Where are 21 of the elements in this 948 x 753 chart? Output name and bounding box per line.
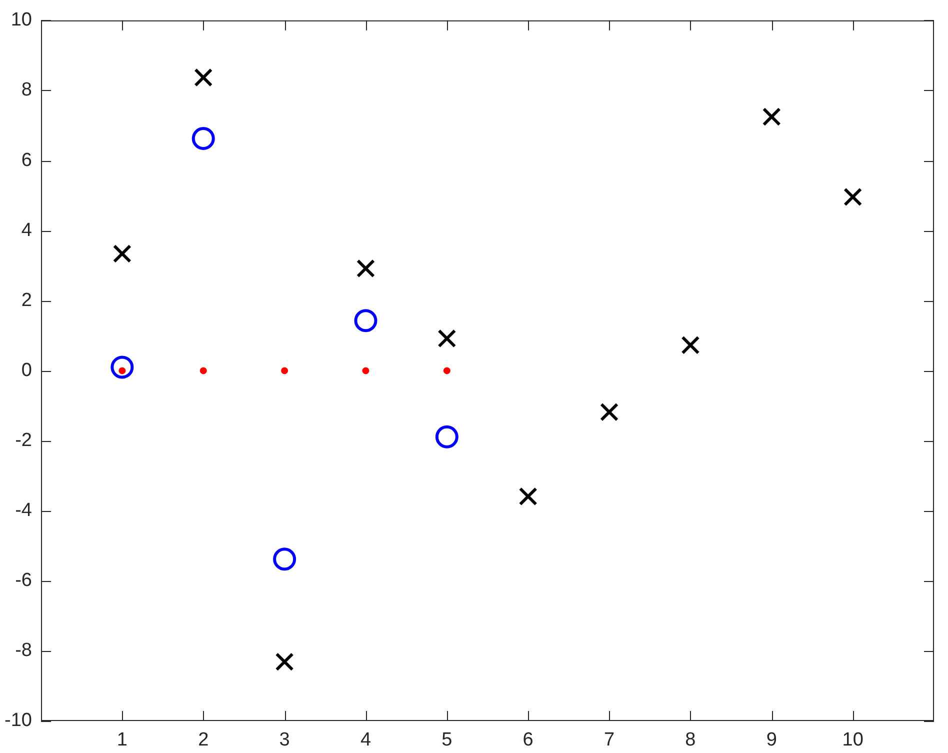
x-tick-label: 2 xyxy=(198,730,209,751)
x-tick-label: 7 xyxy=(604,730,615,751)
x-tick-label: 5 xyxy=(442,730,452,751)
y-tick-label: 2 xyxy=(21,290,32,311)
y-tick-label: -6 xyxy=(15,570,32,592)
y-tick-label: -4 xyxy=(15,500,32,522)
y-tick-label: -8 xyxy=(15,640,32,662)
x-tick-label: 10 xyxy=(842,730,864,751)
y-tick-label: 6 xyxy=(21,150,32,171)
y-tick-label: 0 xyxy=(21,360,32,381)
x-tick-label: 4 xyxy=(360,730,372,751)
x-tick-label: 1 xyxy=(116,730,128,751)
y-tick-label: 8 xyxy=(21,80,32,101)
x-tick-label: 8 xyxy=(685,730,696,751)
x-tick-label: 3 xyxy=(279,730,290,751)
y-tick-label: -2 xyxy=(15,430,32,451)
x-tick-label: 6 xyxy=(522,730,534,751)
y-tick-label: -10 xyxy=(4,710,32,732)
y-tick-label: 4 xyxy=(21,220,32,241)
y-tick-label: 10 xyxy=(10,10,32,31)
x-tick-label: 9 xyxy=(766,730,777,751)
